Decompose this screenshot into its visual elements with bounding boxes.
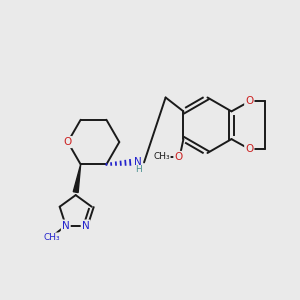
Text: CH₃: CH₃ — [153, 152, 170, 161]
Text: H: H — [135, 165, 142, 174]
Text: N: N — [82, 220, 89, 231]
Text: CH₃: CH₃ — [44, 233, 60, 242]
Text: N: N — [134, 158, 142, 167]
Text: O: O — [245, 97, 254, 106]
Text: O: O — [245, 144, 254, 154]
Text: O: O — [64, 137, 72, 147]
Text: N: N — [62, 220, 70, 231]
Text: O: O — [174, 152, 183, 162]
Polygon shape — [73, 164, 81, 193]
